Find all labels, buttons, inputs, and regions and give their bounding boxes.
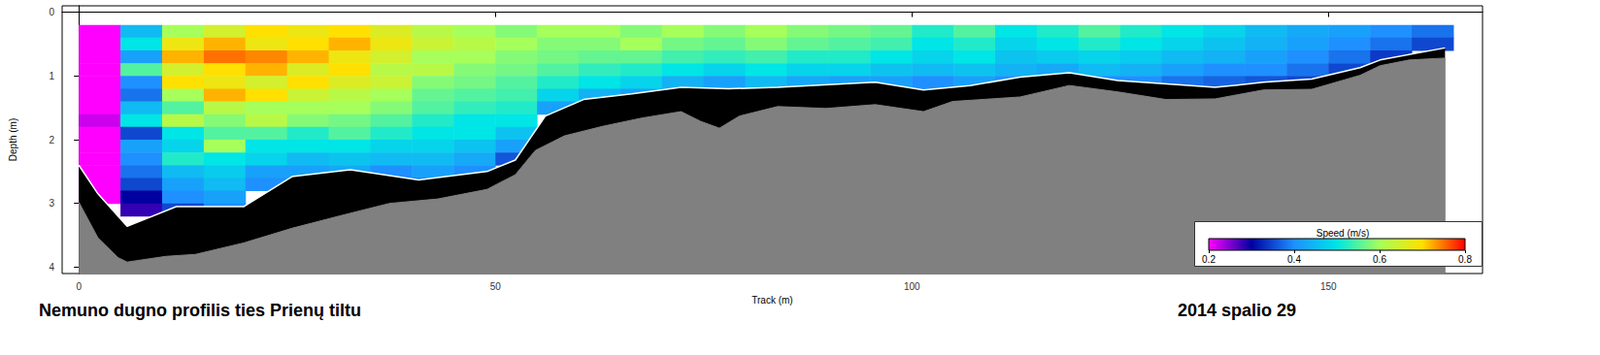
svg-text:0: 0: [48, 6, 55, 18]
svg-text:Depth (m): Depth (m): [7, 118, 19, 162]
svg-text:0.2: 0.2: [1201, 254, 1216, 266]
svg-text:Track (m): Track (m): [751, 295, 793, 306]
svg-text:2014 spalio 29: 2014 spalio 29: [1177, 300, 1297, 321]
svg-text:0.6: 0.6: [1372, 254, 1387, 266]
svg-text:Speed (m/s): Speed (m/s): [1316, 228, 1369, 239]
svg-text:50: 50: [490, 281, 502, 293]
svg-text:150: 150: [1320, 281, 1337, 293]
svg-text:0.4: 0.4: [1287, 254, 1301, 266]
svg-text:3: 3: [48, 198, 55, 209]
svg-text:0: 0: [75, 281, 82, 293]
svg-text:0.8: 0.8: [1458, 254, 1472, 266]
svg-text:2: 2: [48, 134, 55, 146]
svg-text:4: 4: [48, 262, 55, 273]
svg-text:1: 1: [48, 70, 55, 82]
svg-text:Nemuno dugno profilis ties Pri: Nemuno dugno profilis ties Prienų tiltu: [38, 300, 362, 321]
svg-text:100: 100: [903, 281, 921, 293]
